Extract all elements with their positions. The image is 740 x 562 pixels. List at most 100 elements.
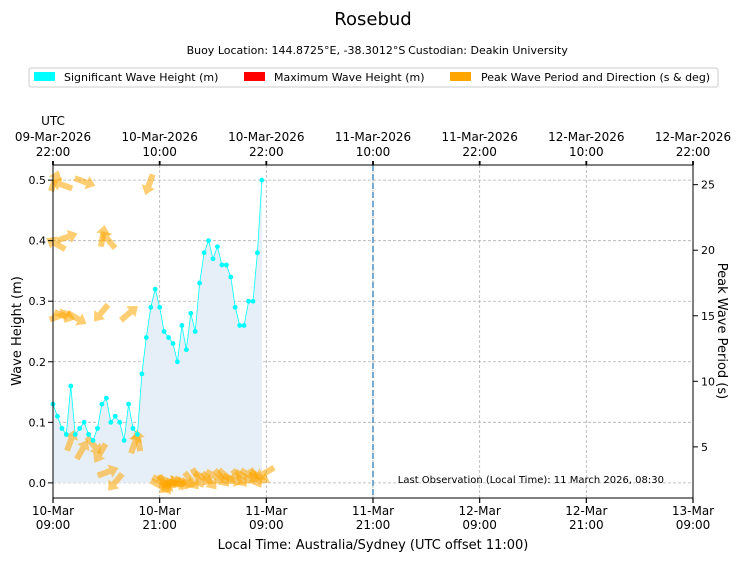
peak-period-arrow <box>212 467 229 487</box>
wave-height-point <box>197 280 203 286</box>
top-tick-label-date: 10-Mar-2026 <box>228 130 304 144</box>
wave-height-point <box>179 323 185 328</box>
y-right-tick-label: 20 <box>701 244 715 257</box>
wave-height-point <box>223 262 229 268</box>
wave-height-point <box>55 413 60 419</box>
y-right-tick-label: 5 <box>701 441 708 454</box>
x-axis: 10-Mar09:0010-Mar21:0011-Mar09:0011-Mar2… <box>32 498 714 532</box>
wave-height-point <box>143 335 149 340</box>
chart-title: Rosebud <box>334 9 411 30</box>
wave-height-area <box>53 180 262 483</box>
wave-height-point <box>72 432 78 437</box>
peak-period-arrow <box>55 229 78 244</box>
wave-height-point <box>206 238 211 244</box>
y-right-tick-label: 10 <box>701 375 715 388</box>
peak-period-arrow <box>131 429 145 452</box>
y-tick-label: 0.0 <box>29 477 47 490</box>
x-tick-label-time: 09:00 <box>676 518 711 532</box>
wave-height-point <box>95 425 100 431</box>
y-tick-label: 0.1 <box>29 416 47 429</box>
wave-height-point <box>135 432 140 437</box>
top-tick-label-date: 12-Mar-2026 <box>548 130 624 144</box>
top-tick-label-date: 10-Mar-2026 <box>121 130 197 144</box>
top-tick-label-time: 22:00 <box>676 145 711 159</box>
wave-height-point <box>201 250 207 256</box>
wave-height-point <box>139 371 145 377</box>
legend-label-maximum: Maximum Wave Height (m) <box>274 71 425 84</box>
peak-period-arrow <box>255 465 276 481</box>
peak-period-arrows <box>46 170 276 495</box>
wave-height-point <box>130 425 136 431</box>
y-right-tick-label: 25 <box>701 179 715 192</box>
legend-swatch-peak <box>450 72 471 81</box>
wave-height-point <box>241 323 247 328</box>
wave-height-point <box>90 438 96 443</box>
top-tick-label-date: 12-Mar-2026 <box>655 130 731 144</box>
y-axis-label: Wave Height (m) <box>10 276 25 386</box>
wave-height-point <box>77 425 83 431</box>
x-tick-label-date: 10-Mar <box>32 504 74 518</box>
y-tick-label: 0.5 <box>29 174 47 187</box>
peak-period-arrow <box>51 177 74 192</box>
peak-period-arrow <box>65 310 87 326</box>
peak-period-arrow <box>84 435 101 455</box>
wave-height-point <box>192 329 198 334</box>
wave-height-point <box>232 304 238 310</box>
top-axis: 09-Mar-202622:0010-Mar-202610:0010-Mar-2… <box>15 130 731 165</box>
wave-height-point <box>166 335 171 340</box>
x-axis-label: Local Time: Australia/Sydney (UTC offset… <box>218 538 529 553</box>
wave-height-point <box>63 432 69 437</box>
peak-period-arrow <box>230 467 247 487</box>
wave-height-point <box>86 432 91 437</box>
utc-axis-title: UTC <box>41 114 65 128</box>
x-tick-label-date: 13-Mar <box>672 504 714 518</box>
wave-height-point <box>237 323 243 328</box>
wave-height-point <box>210 256 216 262</box>
x-tick-label-time: 09:00 <box>36 518 71 532</box>
wave-height-point <box>117 419 123 425</box>
wave-height-point <box>148 304 154 310</box>
legend-frame <box>28 67 719 88</box>
peak-period-arrow <box>73 175 96 190</box>
wave-height-point <box>121 438 127 443</box>
peak-period-arrow <box>149 478 171 494</box>
top-tick-label-date: 09-Mar-2026 <box>15 130 91 144</box>
wave-height-point <box>126 401 131 407</box>
top-tick-label-time: 10:00 <box>356 145 391 159</box>
y-right-tick-label: 15 <box>701 310 715 323</box>
y-axis-right: 5 10 15 20 25 <box>693 179 715 454</box>
x-tick-label-date: 11-Mar <box>245 504 287 518</box>
y-axis-right-label: Peak Wave Period (s) <box>714 263 729 399</box>
wave-height-points <box>50 177 265 443</box>
x-tick-label-time: 21:00 <box>142 518 177 532</box>
peak-period-arrow <box>74 439 90 461</box>
buoy-location: Buoy Location: 144.8725°E, -38.3012°S <box>187 44 406 57</box>
x-tick-label-time: 09:00 <box>249 518 284 532</box>
legend-swatch-significant <box>34 72 55 81</box>
peak-period-arrow <box>96 464 119 479</box>
wave-height-point <box>219 262 225 268</box>
legend-label-peak: Peak Wave Period and Direction (s & deg) <box>481 71 710 84</box>
wave-height-point <box>228 274 234 280</box>
peak-period-arrow <box>101 231 118 251</box>
wave-height-point <box>250 298 256 304</box>
peak-period-arrow <box>141 173 156 196</box>
x-tick-label-date: 10-Mar <box>139 504 181 518</box>
wave-height-point <box>81 419 87 425</box>
wave-height-point <box>255 250 260 256</box>
x-tick-label-time: 21:00 <box>356 518 391 532</box>
top-tick-label-date: 11-Mar-2026 <box>335 130 411 144</box>
wave-height-point <box>175 359 180 365</box>
y-axis: 0.0 0.1 0.2 0.3 0.4 0.5 <box>29 174 53 490</box>
wave-height-point <box>161 329 167 334</box>
top-tick-label-time: 10:00 <box>569 145 604 159</box>
peak-period-arrow <box>48 308 71 323</box>
wave-height-point <box>157 304 163 310</box>
wave-height-area-fill <box>53 180 262 483</box>
top-tick-label-date: 11-Mar-2026 <box>441 130 517 144</box>
top-tick-label-time: 10:00 <box>142 145 177 159</box>
wave-height-point <box>103 395 109 401</box>
x-tick-label-date: 12-Mar <box>565 504 607 518</box>
wave-height-point <box>112 413 118 419</box>
